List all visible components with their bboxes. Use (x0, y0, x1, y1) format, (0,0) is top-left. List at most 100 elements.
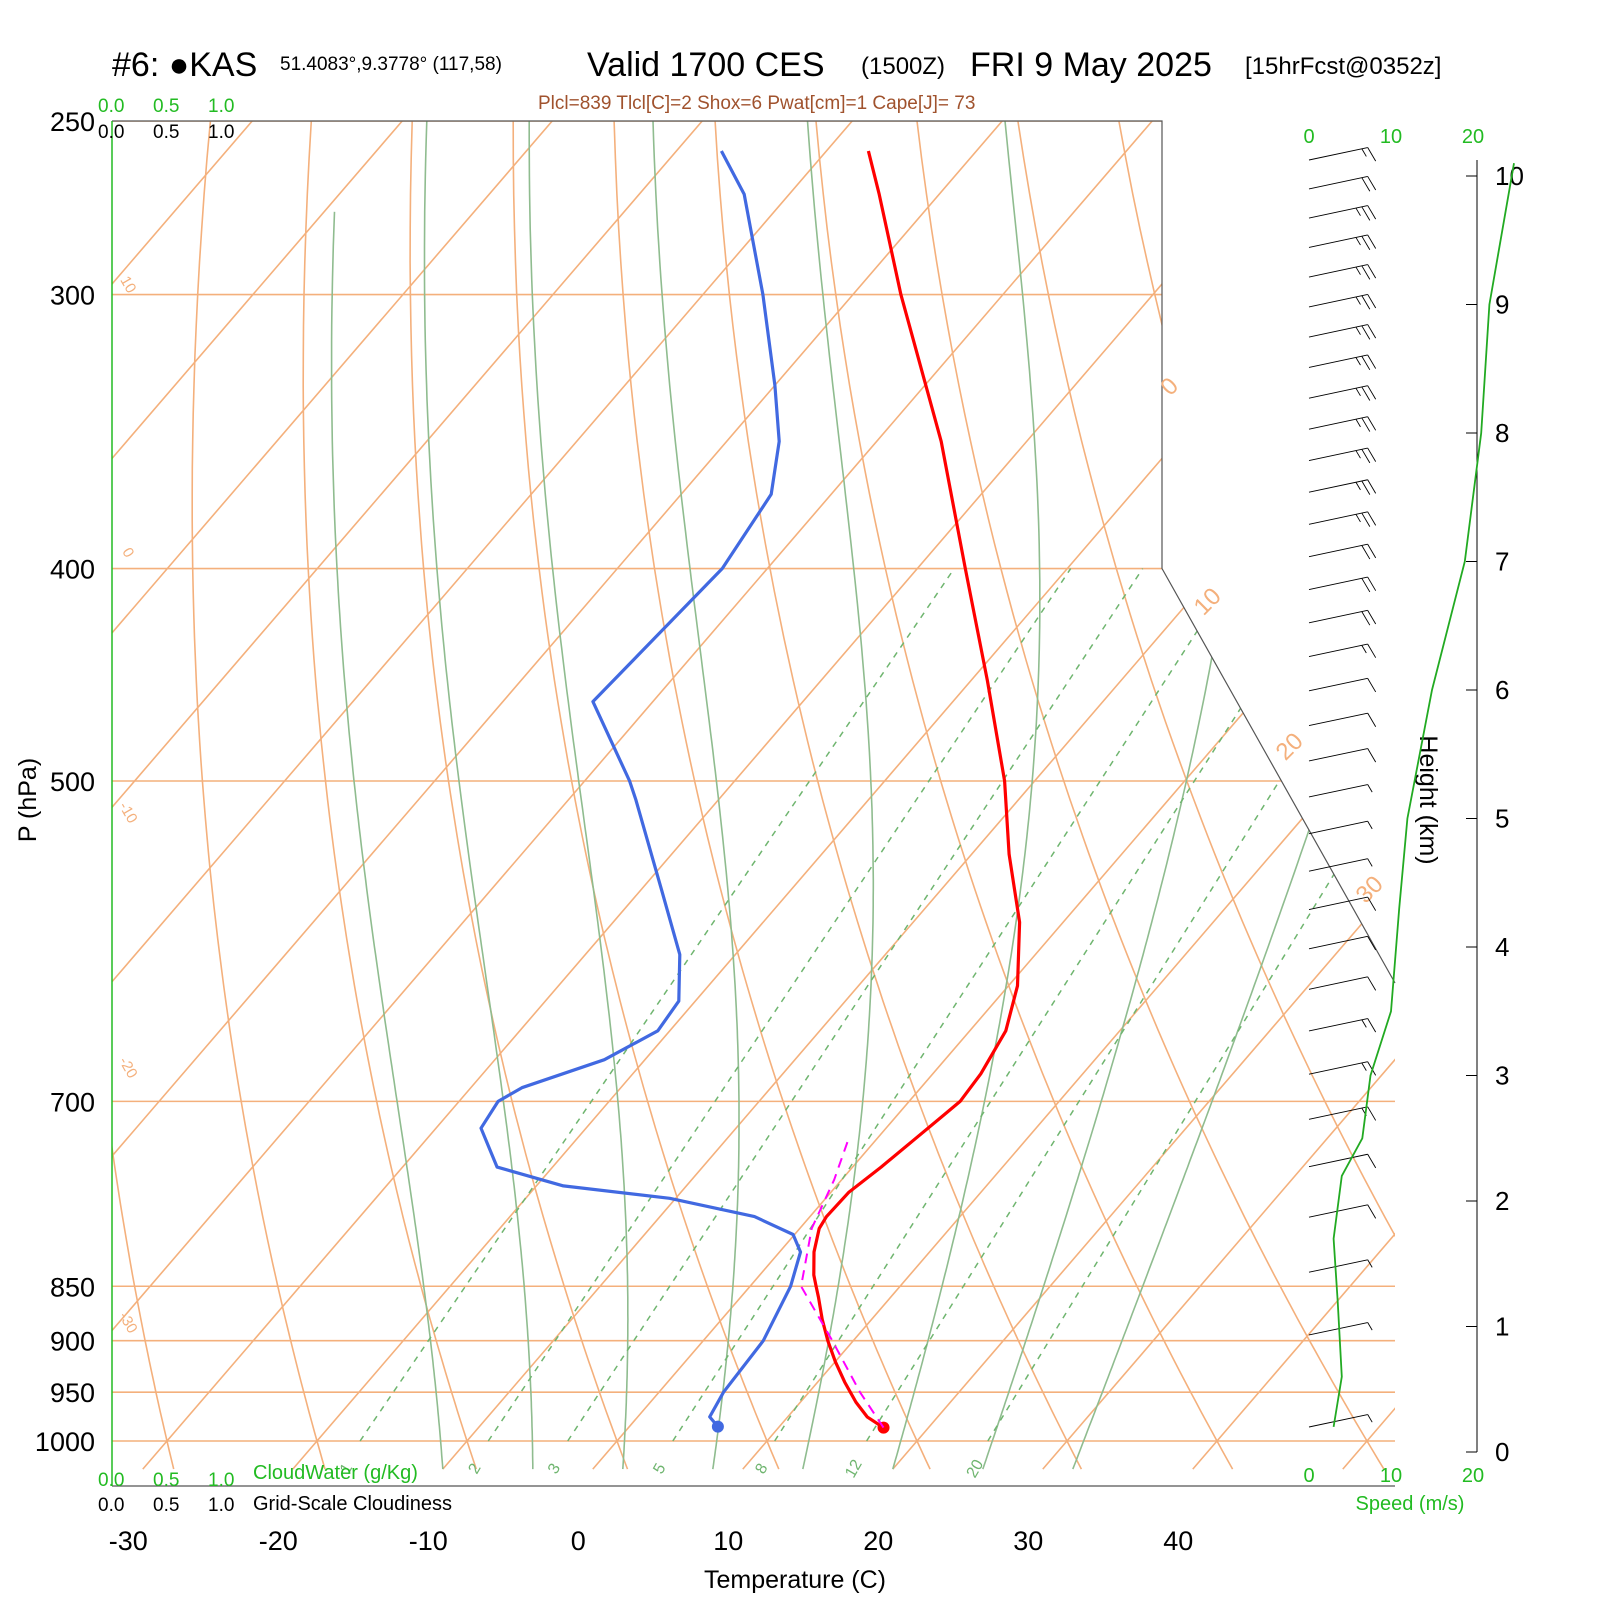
utc-time: (1500Z) (861, 53, 946, 80)
cloudwater-tick: 0.5 (153, 1470, 179, 1491)
pressure-axis-title: P (hPa) (14, 758, 42, 842)
isotherm-line (442, 121, 1395, 1470)
wind-barb (1308, 447, 1377, 464)
parcel-profile (800, 1140, 885, 1429)
temperature-axis-title: Temperature (C) (704, 1566, 886, 1594)
isotherm-line (142, 121, 1303, 1470)
moist-adiabat (1072, 121, 1395, 1470)
cloudwater-tick: 0.0 (98, 1470, 124, 1491)
cloudwater-tick-top: 1.0 (208, 96, 234, 117)
wind-barb (1308, 1061, 1377, 1076)
isotherm-line (112, 121, 853, 1470)
wind-barb (1308, 643, 1377, 658)
cloudwater-label: CloudWater (g/Kg) (253, 1462, 418, 1484)
isotherm-line (292, 121, 1395, 1470)
station-coords: 51.4083°,9.3778° (117,58) (280, 54, 502, 75)
cloudwater-tick-top: 0.0 (98, 96, 124, 117)
temperature-tick-label: -30 (109, 1526, 148, 1556)
dry-adiabat (1511, 82, 1600, 1469)
isotherm-line (1042, 121, 1395, 1470)
dry-adiabat (1310, 121, 1395, 1470)
cloudiness-tick-top: 0.5 (153, 122, 179, 143)
moist-adiabat (651, 121, 740, 1470)
wind-barb (1308, 205, 1377, 221)
pressure-tick-label: 1000 (35, 1427, 95, 1457)
mixing-ratio-line (774, 568, 1331, 1442)
height-tick-label: 6 (1495, 675, 1509, 705)
cloudiness-tick: 0.5 (153, 1495, 179, 1516)
stability-indices: Plcl=839 Tlcl[C]=2 Shox=6 Pwat[cm]=1 Cap… (538, 93, 976, 114)
pressure-tick-label: 950 (50, 1378, 95, 1408)
moist-adiabat (528, 121, 629, 1470)
height-tick-label: 8 (1495, 418, 1509, 448)
isotherm-line (112, 121, 703, 1470)
isotherm-label: 10 (116, 273, 139, 296)
wind-barb (1308, 1322, 1373, 1336)
wind-barb (1308, 385, 1377, 401)
mixing-ratio-label: 5 (650, 1461, 669, 1477)
moist-adiabat (423, 121, 534, 1470)
dewpoint-profile (479, 150, 803, 1428)
wind-barb (1308, 896, 1377, 911)
isotherm-line (592, 121, 1395, 1470)
moist-adiabat (892, 121, 1041, 1470)
isotherm-line (1493, 121, 1600, 1469)
dry-adiabat (512, 121, 780, 1470)
dewpoint-surface-marker (711, 1420, 724, 1433)
wind-barb (1308, 293, 1377, 310)
wind-barb (1308, 543, 1377, 560)
isotherm-label: 30 (1351, 871, 1389, 909)
isotherm-line (112, 121, 553, 1470)
wind-barb (1308, 324, 1377, 340)
pressure-tick-label: 400 (50, 555, 95, 585)
cloudiness-tick-top: 1.0 (208, 122, 234, 143)
dry-adiabat (911, 121, 1385, 1470)
wind-barb (1308, 748, 1377, 763)
station-id: #6: ●KAS (112, 46, 258, 84)
pressure-tick-label: 900 (50, 1327, 95, 1357)
dry-adiabat (112, 121, 175, 1470)
isotherm-label: -10 (115, 799, 141, 826)
mixing-ratio-line (672, 568, 1239, 1442)
wind-barb (1308, 820, 1373, 835)
height-tick-label: 5 (1495, 804, 1509, 834)
pressure-tick-label: 850 (50, 1272, 95, 1302)
isotherm-line (1342, 121, 1395, 1470)
isotherm-line (892, 121, 1395, 1470)
dry-adiabat (812, 121, 1234, 1470)
pressure-tick-label: 250 (50, 107, 95, 137)
height-tick-label: 1 (1495, 1312, 1509, 1342)
wind-barb (1308, 1153, 1377, 1169)
dry-adiabat (302, 121, 478, 1470)
wind-barb (1308, 976, 1377, 991)
height-tick-label: 0 (1495, 1437, 1509, 1467)
wind-barb (1308, 175, 1377, 192)
cloudiness-tick: 0.0 (98, 1495, 124, 1516)
height-axis-title: Height (km) (1414, 735, 1442, 864)
valid-time: Valid 1700 CES (587, 46, 825, 84)
speed-tick-label: 20 (1462, 126, 1484, 148)
wind-barb (1308, 1414, 1373, 1428)
mixing-ratio-label: 20 (964, 1457, 988, 1481)
temperature-tick-label: 40 (1163, 1526, 1193, 1556)
cloudwater-tick: 1.0 (208, 1470, 234, 1491)
temperature-profile (812, 150, 1022, 1429)
wind-barb (1308, 479, 1377, 495)
height-tick-label: 4 (1495, 932, 1509, 962)
mixing-ratio-line (359, 568, 955, 1442)
mixing-ratio-label: 8 (752, 1461, 771, 1477)
chart-header: #6: ●KAS 51.4083°,9.3778° (117,58) Valid… (0, 0, 1600, 114)
wind-barb (1308, 1259, 1373, 1273)
cloudiness-label: Grid-Scale Cloudiness (253, 1493, 452, 1515)
isotherm-label: -30 (115, 1309, 141, 1336)
dry-adiabat (712, 121, 1083, 1470)
isotherm-label: 10 (1189, 583, 1227, 621)
temperature-tick-label: -20 (259, 1526, 298, 1556)
isotherm-label: 20 (1271, 728, 1309, 766)
dry-adiabat (191, 121, 326, 1470)
wind-speed-profile (1332, 163, 1515, 1428)
forecast-info: [15hrFcst@0352z] (1245, 53, 1442, 80)
wind-barb (1308, 712, 1377, 727)
temperature-tick-label: 0 (571, 1526, 586, 1556)
